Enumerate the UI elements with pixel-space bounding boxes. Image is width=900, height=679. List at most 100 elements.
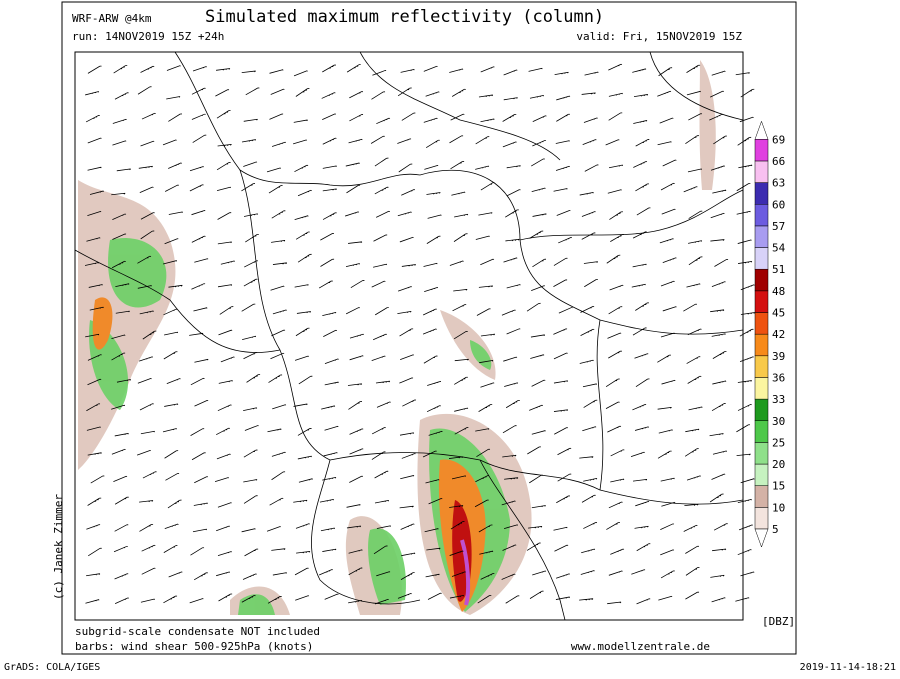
- footer-url: www.modellzentrale.de: [571, 640, 710, 653]
- wind-barb: [88, 547, 102, 557]
- wind-barb: [164, 403, 179, 407]
- wind-barb: [112, 233, 127, 240]
- wind-barb: [554, 427, 568, 435]
- colorbar-label: 60: [772, 198, 785, 211]
- wind-barb: [168, 571, 183, 578]
- wind-barb: [349, 475, 364, 483]
- wind-barb: [580, 306, 595, 313]
- wind-barb: [710, 165, 725, 171]
- wind-barb: [294, 215, 309, 220]
- wind-barb: [397, 310, 412, 315]
- wind-barb: [425, 573, 440, 578]
- wind-barb: [738, 164, 753, 169]
- wind-barb: [658, 429, 673, 434]
- wind-barb: [345, 162, 360, 167]
- wind-barb: [191, 452, 206, 461]
- wind-barb: [370, 135, 385, 144]
- wind-barb: [194, 399, 209, 407]
- wind-barb: [241, 528, 256, 533]
- wind-barb: [245, 233, 259, 243]
- wind-barb: [685, 428, 700, 433]
- wind-barb: [607, 189, 622, 194]
- wind-barb: [450, 521, 465, 530]
- wind-barb: [454, 427, 469, 435]
- wind-barb: [632, 327, 647, 336]
- wind-barb: [609, 284, 624, 291]
- wind-barb: [452, 304, 467, 312]
- wind-barb: [478, 524, 493, 533]
- wind-barb: [740, 478, 755, 484]
- wind-barb: [140, 65, 155, 73]
- wind-barb: [245, 87, 260, 96]
- wind-barb: [424, 287, 439, 293]
- wind-barb: [426, 547, 441, 551]
- wind-barb: [423, 262, 438, 267]
- wind-barb: [348, 549, 363, 554]
- wind-barb: [526, 542, 541, 551]
- wind-barb: [191, 283, 206, 290]
- wind-barb: [506, 284, 521, 289]
- colorbar-label: 48: [772, 285, 785, 298]
- wind-barb: [400, 572, 415, 581]
- wind-barb: [241, 303, 256, 312]
- wind-barb: [189, 598, 204, 604]
- wind-barb: [137, 285, 152, 289]
- wind-barb: [190, 547, 205, 556]
- wind-barb: [321, 405, 336, 410]
- wind-barb: [87, 354, 102, 361]
- credit: (c) Janek Zimmer: [52, 494, 65, 600]
- wind-barb: [217, 551, 232, 556]
- wind-barb: [345, 211, 360, 217]
- wind-barb: [192, 134, 207, 143]
- wind-barb: [141, 112, 156, 120]
- wind-barb: [661, 208, 676, 215]
- wind-barb: [685, 566, 700, 576]
- wind-barb: [324, 425, 339, 431]
- wind-barb: [686, 283, 701, 288]
- wind-barb: [191, 235, 206, 243]
- wind-barb: [607, 601, 622, 605]
- wind-barb: [529, 230, 544, 239]
- wind-barb: [191, 87, 206, 95]
- wind-barb: [501, 500, 516, 506]
- wind-barb: [532, 115, 547, 123]
- wind-barb: [584, 164, 599, 172]
- wind-barb: [687, 328, 702, 336]
- wind-barb: [581, 494, 596, 503]
- wind-barb: [241, 139, 257, 143]
- wind-barb: [529, 590, 544, 599]
- wind-barb: [478, 212, 493, 216]
- wind-barb: [713, 135, 727, 145]
- colorbar-label: 42: [772, 328, 785, 341]
- wind-barb: [190, 377, 205, 386]
- wind-barb: [711, 70, 726, 76]
- colorbar-swatch: [754, 204, 769, 227]
- wind-barb: [345, 263, 361, 268]
- wind-barb: [686, 475, 701, 481]
- wind-barb: [505, 595, 520, 604]
- wind-barb: [268, 374, 283, 383]
- wind-barb: [346, 504, 361, 508]
- wind-barb: [553, 526, 568, 531]
- wind-barb: [531, 379, 546, 387]
- wind-barb: [111, 352, 126, 361]
- wind-barb: [532, 570, 547, 576]
- wind-barb: [736, 453, 751, 457]
- wind-barb: [504, 477, 519, 480]
- wind-barb: [375, 380, 391, 384]
- wind-barb: [374, 470, 389, 479]
- wind-barb: [554, 71, 569, 75]
- wind-barb: [271, 471, 286, 481]
- wind-barb: [401, 453, 416, 459]
- wind-barb: [217, 404, 232, 412]
- wind-barb: [138, 165, 153, 169]
- wind-barb: [739, 356, 754, 362]
- wind-barb: [502, 454, 517, 458]
- colorbar-label: 66: [772, 155, 785, 168]
- wind-barb: [348, 599, 363, 604]
- wind-barb: [453, 331, 468, 340]
- wind-barb: [583, 522, 598, 529]
- colorbar-bottom: [754, 528, 769, 548]
- wind-barb: [529, 404, 544, 411]
- wind-barb: [739, 116, 754, 123]
